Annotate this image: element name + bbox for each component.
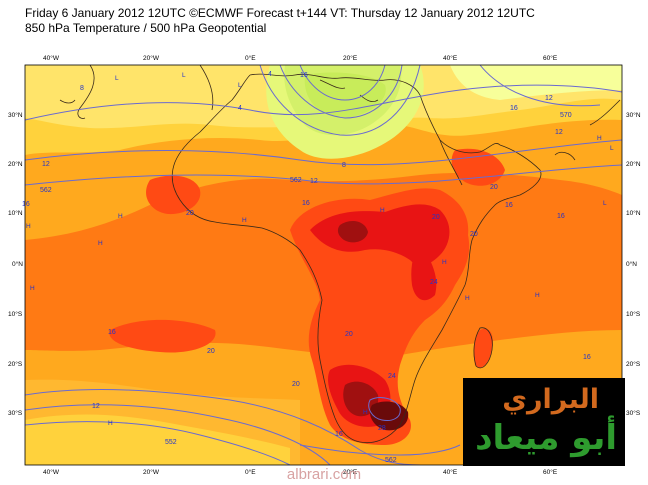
lon-label: 0°E	[245, 54, 256, 62]
high-marker: H	[98, 240, 103, 247]
contour-label: 16	[22, 201, 30, 208]
lon-label: 20°W	[143, 468, 160, 476]
contour-label: 20	[345, 331, 353, 338]
high-marker: H	[242, 217, 247, 224]
pressure-centers: H H H H H H H H H H H H L L L L L	[26, 72, 614, 427]
contour-label: 24	[388, 373, 396, 380]
contour-label: 12	[92, 403, 100, 410]
contour-label: 16	[108, 329, 116, 336]
lat-label: 10°N	[8, 209, 23, 217]
contour-label: 28	[378, 425, 386, 432]
contour-label: 20	[490, 184, 498, 191]
contour-label: 12	[310, 178, 318, 185]
contour-label: 8	[342, 162, 346, 169]
contour-label: 552	[165, 439, 177, 446]
map-frame	[24, 64, 623, 466]
lat-label: 10°S	[626, 310, 641, 318]
contour-label: 4	[268, 71, 272, 78]
high-marker: H	[30, 285, 35, 292]
latitude-labels-left: 30°N 20°N 10°N 0°N 10°S 20°S 30°S	[8, 111, 23, 417]
longitude-labels-top: 40°W 20°W 0°E 20°E 40°E 60°E	[43, 54, 558, 62]
lat-label: 20°N	[8, 160, 23, 168]
contour-label: 16	[335, 431, 343, 438]
contour-label: 562	[385, 457, 397, 464]
logo-text-bottom: أبو ميعاد	[475, 418, 617, 458]
high-marker: H	[363, 409, 368, 416]
high-marker: H	[442, 259, 447, 266]
contour-label: 24	[430, 279, 438, 286]
lat-label: 20°N	[626, 160, 641, 168]
contour-label: 12	[545, 95, 553, 102]
lon-label: 20°E	[343, 468, 358, 476]
contour-label: 12	[42, 161, 50, 168]
latitude-labels-right: 30°N 20°N 10°N 0°N 10°S 20°S 30°S	[626, 111, 641, 417]
lat-label: 10°S	[8, 310, 23, 318]
lon-label: 40°W	[43, 468, 60, 476]
logo-text-top: البراري	[502, 384, 599, 415]
lat-label: 30°S	[626, 409, 641, 417]
lat-label: 10°N	[626, 209, 641, 217]
lon-label: 40°E	[443, 54, 458, 62]
contour-label: 16	[583, 354, 591, 361]
contour-label: 16	[557, 213, 565, 220]
watermark-logo: البراري أبو ميعاد	[463, 378, 625, 466]
low-marker: L	[610, 145, 614, 152]
low-marker: L	[238, 82, 242, 89]
high-marker: H	[108, 420, 113, 427]
contour-label: 562	[40, 187, 52, 194]
contour-label: 570	[560, 112, 572, 119]
high-marker: H	[118, 213, 123, 220]
high-marker: H	[535, 292, 540, 299]
longitude-labels-bottom: 40°W 20°W 0°E 20°E 40°E 60°E	[43, 468, 558, 476]
lon-label: 0°E	[245, 468, 256, 476]
contour-label: 16	[302, 200, 310, 207]
lon-label: 20°W	[143, 54, 160, 62]
high-marker: H	[26, 223, 31, 230]
high-marker: H	[465, 295, 470, 302]
contour-label: 16	[505, 202, 513, 209]
contour-label: 16	[510, 105, 518, 112]
contour-value-labels: 4 8 12 12 12 16 16 16 16 16 16 20 20 20 …	[22, 71, 591, 464]
lon-label: 60°E	[543, 468, 558, 476]
lat-label: 30°N	[626, 111, 641, 119]
site-watermark: albrari.com	[286, 466, 362, 483]
map-title-line2: 850 hPa Temperature / 500 hPa Geopotenti…	[25, 21, 267, 35]
geopotential-contours	[25, 65, 622, 465]
low-marker: L	[603, 200, 607, 207]
lat-label: 30°S	[8, 409, 23, 417]
lat-label: 0°N	[626, 260, 637, 268]
contour-label: 12	[555, 129, 563, 136]
contour-label: 16	[300, 72, 308, 79]
contour-label: 20	[292, 381, 300, 388]
lat-label: 0°N	[12, 260, 23, 268]
lat-label: 30°N	[8, 111, 23, 119]
lon-label: 60°E	[543, 54, 558, 62]
high-marker: H	[380, 207, 385, 214]
map-title-line1: Friday 6 January 2012 12UTC ©ECMWF Forec…	[25, 6, 535, 20]
contour-label: 20	[432, 214, 440, 221]
lon-label: 40°E	[443, 468, 458, 476]
contour-label: 20	[470, 231, 478, 238]
low-marker: L	[182, 72, 186, 79]
contour-label: 562	[290, 177, 302, 184]
contour-label: 4	[238, 105, 242, 112]
contour-label: 20	[186, 210, 194, 217]
lon-label: 40°W	[43, 54, 60, 62]
lon-label: 20°E	[343, 54, 358, 62]
contour-label: 20	[207, 348, 215, 355]
contour-label: 8	[80, 85, 84, 92]
high-marker: H	[597, 135, 602, 142]
low-marker: L	[115, 75, 119, 82]
lat-label: 20°S	[626, 360, 641, 368]
lat-label: 20°S	[8, 360, 23, 368]
